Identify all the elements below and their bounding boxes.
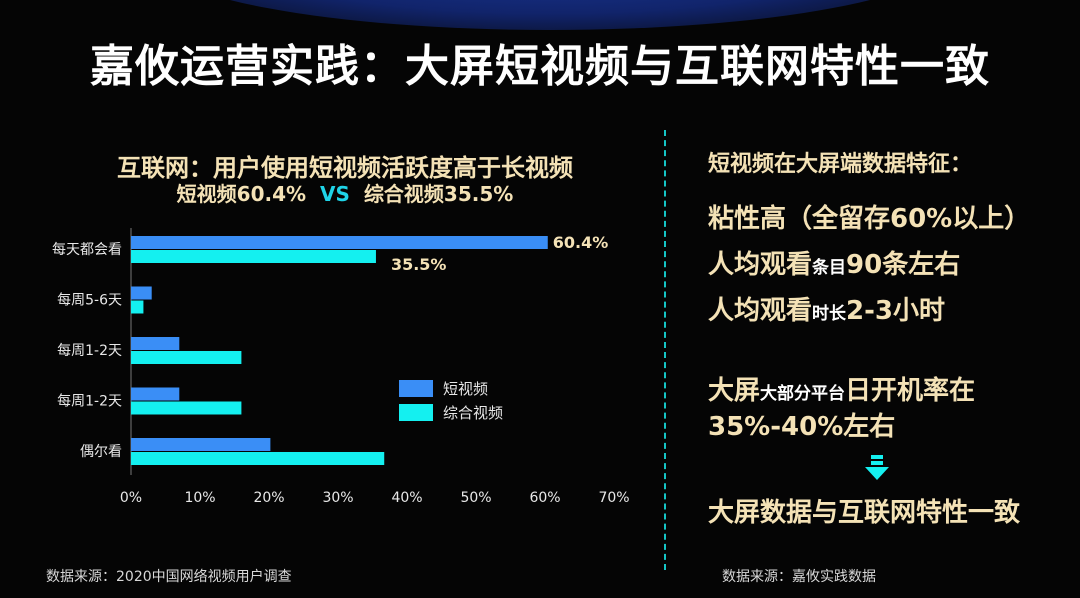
feature-boot-rate-a: 大屏 [708,376,761,406]
bar-short-video [131,438,271,451]
category-label: 每天都会看 [52,242,122,258]
chart-subtitle: 短视频60.4% VS 综合视频35.5% [40,178,650,207]
data-label: 60.4% [553,233,609,252]
data-label: 35.5% [391,255,447,274]
bar-short-video [131,337,180,350]
short-video-share: 短视频60.4% [176,182,307,206]
feature-boot-rate-b: 大部分平台 [760,384,846,404]
bar-general-video [131,401,242,415]
x-tick-label: 10% [184,490,215,506]
general-video-share: 综合视频35.5% [363,182,514,206]
feature-item-count-prefix: 人均观看 [708,250,813,280]
category-label: 每周1-2天 [57,343,122,359]
feature-duration: 人均观看时长2-3小时 [708,290,945,327]
x-tick-label: 50% [460,490,491,506]
x-tick-label: 20% [253,490,284,506]
conclusion: 大屏数据与互联网特性一致 [708,498,1021,528]
feature-duration-unit: 时长 [812,304,847,324]
legend-swatch [399,380,433,397]
page-title: 嘉攸运营实践：大屏短视频与互联网特性一致 [90,41,990,92]
x-tick-label: 40% [391,490,422,506]
vs-label: VS [320,182,350,206]
feature-boot-rate: 大屏大部分平台日开机率在 [708,370,975,407]
source-right: 数据来源：嘉攸实践数据 [722,569,876,585]
feature-duration-prefix: 人均观看 [708,296,813,326]
chart-title: 互联网：用户使用短视频活跃度高于长视频 [117,154,573,182]
feature-item-count-value: 90条左右 [846,250,961,280]
bar-general-video [131,250,376,263]
bar-short-video [131,236,548,249]
bar-general-video [131,452,385,465]
x-tick-label: 70% [598,490,629,506]
category-label: 每周1-2天 [57,394,122,410]
feature-item-count: 人均观看条目90条左右 [708,244,960,281]
category-label: 每周5-6天 [57,293,122,309]
bar-short-video [131,387,180,401]
bar-short-video [131,286,152,300]
legend-label: 短视频 [443,380,488,398]
legend-label: 综合视频 [443,404,503,422]
source-left: 数据来源：2020中国网络视频用户调查 [46,569,292,585]
feature-boot-rate-value: 35%-40%左右 [708,412,896,442]
feature-item-count-unit: 条目 [812,258,847,278]
bar-general-video [131,351,242,364]
feature-boot-rate-c: 日开机率在 [845,376,976,406]
x-tick-label: 60% [529,490,560,506]
legend-swatch [399,404,433,421]
right-heading: 短视频在大屏端数据特征： [708,152,973,177]
feature-stickiness: 粘性高（全留存60%以上） [708,204,1031,234]
section-divider [664,130,666,570]
down-arrow-icon [865,455,889,480]
x-tick-label: 0% [120,490,142,506]
x-tick-label: 30% [322,490,353,506]
feature-duration-value: 2-3小时 [846,296,945,326]
category-label: 偶尔看 [80,444,122,460]
bar-general-video [131,300,144,314]
